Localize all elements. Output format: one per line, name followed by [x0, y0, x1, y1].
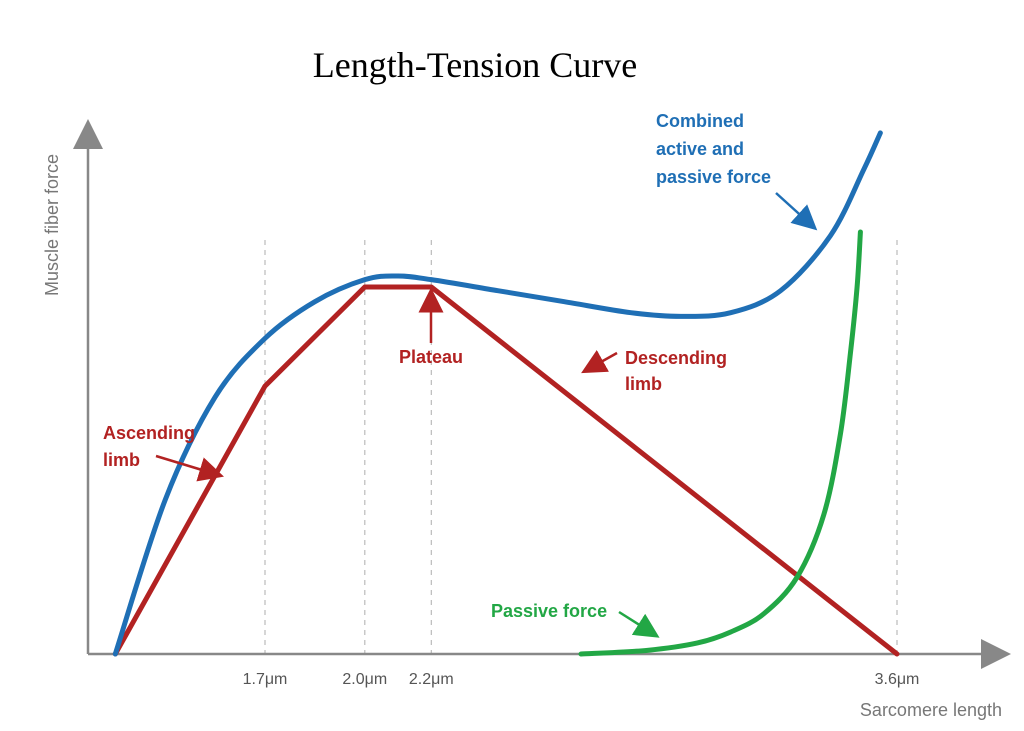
annotation-ascending-line-2: limb — [103, 450, 140, 470]
annotation-combined-line-2: active and — [656, 139, 744, 159]
annotation-ascending-line-1: Ascending — [103, 423, 195, 443]
series-layer — [112, 130, 900, 657]
annotation-combined-force: Combined active and passive force — [656, 111, 771, 187]
chart-title: Length-Tension Curve — [312, 45, 638, 85]
annotation-passive-force: Passive force — [491, 601, 607, 621]
y-axis-label: Muscle fiber force — [42, 154, 62, 296]
x-axis-label: Sarcomere length — [860, 700, 1002, 720]
tick-layer: 1.7μm 2.0μm 2.2μm 3.6μm — [243, 671, 920, 688]
x-tick-label-0: 1.7μm — [243, 671, 288, 688]
annotation-ascending-limb: Ascending limb — [103, 423, 200, 470]
series-combined-force-line — [112, 130, 883, 657]
annotation-descending-line-1: Descending — [625, 348, 727, 368]
x-tick-label-2: 2.2μm — [409, 671, 454, 688]
annotation-plateau: Plateau — [399, 347, 463, 367]
series-passive-force-line — [578, 229, 863, 657]
x-tick-label-1: 2.0μm — [342, 671, 387, 688]
arrow-ascending-limb — [155, 454, 224, 482]
arrow-combined-force — [775, 192, 818, 231]
x-tick-label-3: 3.6μm — [875, 671, 920, 688]
annotation-combined-line-1: Combined — [656, 111, 744, 131]
arrow-passive-force — [618, 610, 660, 638]
annotation-descending-limb: Descending limb — [625, 348, 732, 394]
annotation-combined-line-3: passive force — [656, 167, 771, 187]
arrow-descending-limb — [581, 349, 618, 374]
grid-layer — [264, 240, 898, 654]
annotation-descending-line-2: limb — [625, 374, 662, 394]
